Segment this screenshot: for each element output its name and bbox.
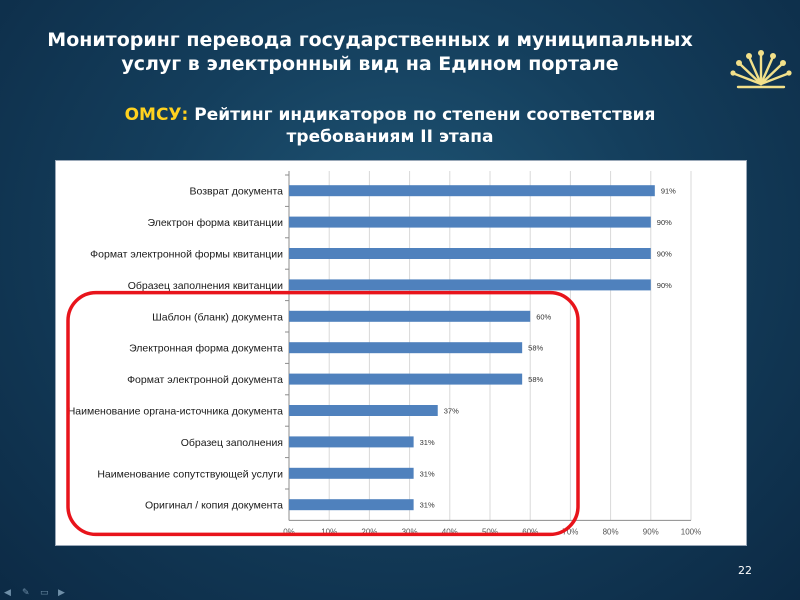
prev-slide-icon[interactable]: ◀ [4,588,11,598]
x-tick-label: 70% [562,527,578,536]
x-tick-label: 60% [522,527,538,536]
slide-subtitle-line-2: требованиям II этапа [286,127,494,147]
slide-title-line-1: Мониторинг перевода государственных и му… [47,29,693,51]
data-label: 31% [420,469,435,478]
highlight-frame [66,290,580,537]
x-tick-label: 100% [681,527,701,536]
category-label: Оригинал / копия документа [145,500,283,512]
data-label: 90% [657,250,672,259]
bar [289,185,655,197]
data-label: 90% [657,281,672,290]
x-tick-label: 50% [482,527,498,536]
subtitle-lead: ОМСУ: [124,105,189,125]
category-label: Наименование органа-источника документа [68,406,283,418]
slide-subtitle: ОМСУ: Рейтинг индикаторов по степени соо… [60,104,720,148]
subtitle-rest: Рейтинг индикаторов по степени соответст… [188,105,656,125]
x-tick-label: 10% [321,527,337,536]
data-label: 58% [528,344,543,353]
x-tick-label: 80% [603,527,619,536]
chart-panel: 0% 10% 20% 30% 40% 50% 60% 70% 80% 90% 100% Возврат… [55,160,747,546]
bar [289,373,523,385]
category-label: Образец заполнения [181,437,283,449]
data-label: 58% [528,375,543,384]
pen-icon[interactable]: ✎ [22,588,30,598]
bar [289,405,438,416]
slide-title-line-2: услуг в электронный вид на Едином портал… [121,53,619,75]
category-label: Образец заполнения квитанции [128,280,283,292]
page-number: 22 [738,564,752,577]
category-label: Электрон форма квитанции [148,217,284,229]
x-tick-label: 40% [442,527,458,536]
next-slide-icon[interactable]: ▶ [58,588,65,598]
category-label: Наименование сопутствующей услуги [97,468,283,480]
x-tick-label: 30% [402,527,418,536]
data-label: 91% [661,187,676,196]
x-tick-label: 90% [643,527,659,536]
bar [289,310,531,322]
category-label: Возврат документа [190,186,284,198]
slide-subtitle-line-1: ОМСУ: Рейтинг индикаторов по степени соо… [60,104,720,126]
category-label: Формат электронной формы квитанции [90,249,283,261]
menu-icon[interactable]: ▭ [40,588,49,598]
data-label: 31% [420,438,435,447]
bar [289,467,414,479]
data-label: 60% [536,312,551,321]
bar-chart: 0% 10% 20% 30% 40% 50% 60% 70% 80% 90% 100% Возврат… [66,171,701,537]
bar [289,248,651,259]
data-label: 90% [657,218,672,227]
slide-nav: ◀ ✎ ▭ ▶ [4,580,76,599]
logo-icon [730,50,792,89]
x-tick-label: 20% [361,527,377,536]
data-label: 37% [444,407,459,416]
slide-title: Мониторинг перевода государственных и му… [40,28,700,76]
category-label: Шаблон (бланк) документа [152,311,283,323]
x-tick-label: 0% [283,527,295,536]
bar [289,216,651,228]
bar [289,499,414,511]
data-label: 31% [420,501,435,510]
bar [289,342,523,354]
category-label: Электронная форма документа [129,343,283,355]
bar [289,436,414,448]
bar [289,279,651,291]
category-label: Формат электронной документа [127,374,283,386]
